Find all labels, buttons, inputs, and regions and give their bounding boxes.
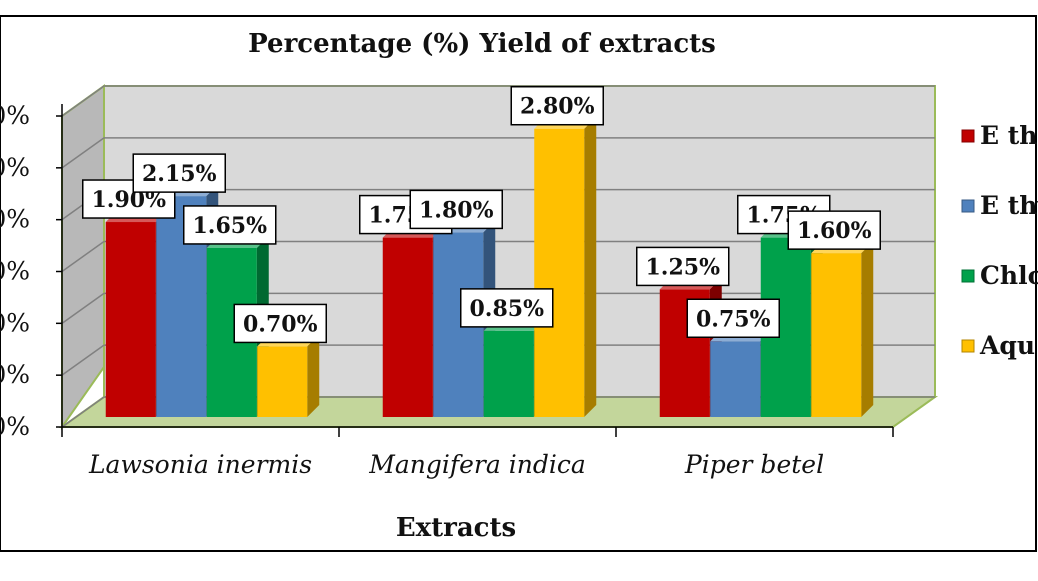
legend-swatch — [961, 129, 975, 143]
legend-swatch — [961, 339, 975, 353]
chart-frame — [0, 15, 1037, 552]
x-category-label: Lawsonia inermis — [88, 450, 312, 479]
gridline-side — [61, 240, 105, 273]
y-tick-label: 0% — [0, 153, 30, 182]
data-label-text: 1.80% — [419, 197, 494, 223]
y-tick-label: 0% — [0, 257, 30, 286]
data-label: 1.65% — [183, 205, 277, 245]
legend-entry: E tha — [980, 121, 1038, 150]
data-label-text: 1.60% — [797, 218, 872, 244]
gridline-side — [61, 292, 105, 324]
x-category-label: Mangifera indica — [368, 450, 585, 479]
gridline-side — [61, 137, 105, 169]
bar — [710, 341, 761, 417]
data-label-text: 2.15% — [142, 161, 217, 187]
data-label-box — [132, 153, 226, 193]
data-label-box — [510, 85, 604, 126]
legend-entry: E thy — [980, 191, 1038, 220]
data-label-box — [686, 298, 780, 338]
gridline-side — [61, 85, 105, 117]
y-tick-label: 0% — [0, 360, 30, 389]
data-label-text: 0.70% — [243, 311, 318, 337]
bar-side — [307, 334, 320, 417]
bar-side — [584, 116, 597, 417]
data-label: 1.60% — [787, 210, 881, 250]
data-label-text: 1.25% — [646, 254, 721, 280]
bar — [382, 237, 433, 417]
data-label-text: 2.80% — [520, 94, 595, 120]
data-label: 0.70% — [233, 303, 327, 344]
data-label: 2.15% — [132, 153, 226, 193]
x-category-label: Piper betel — [684, 450, 824, 479]
y-tick-label: 0% — [0, 412, 30, 441]
data-label-box — [233, 303, 327, 344]
y-tick-label: 0% — [0, 101, 30, 130]
data-label-box — [787, 210, 881, 250]
data-label-box — [409, 189, 503, 230]
data-label-text: 0.75% — [696, 306, 771, 332]
gridline-side — [61, 344, 105, 376]
bar — [811, 253, 862, 417]
data-label: 2.80% — [510, 85, 604, 126]
data-label-box — [636, 246, 730, 287]
bar — [534, 128, 585, 417]
legend-entry: Chlo — [980, 261, 1038, 290]
data-label-text: 0.85% — [470, 296, 545, 322]
bar — [257, 346, 308, 417]
bar — [105, 222, 156, 417]
y-tick-label: 0% — [0, 205, 30, 234]
legend-swatch — [961, 199, 975, 213]
legend-entry: Aqu — [979, 331, 1035, 360]
x-axis-label: Extracts — [396, 513, 516, 543]
data-label-box — [183, 205, 277, 245]
data-label: 1.25% — [636, 246, 730, 287]
data-label: 0.85% — [460, 288, 554, 328]
data-label-box — [460, 288, 554, 328]
bar-side — [861, 241, 874, 417]
y-tick-label: 0% — [0, 308, 30, 337]
legend-swatch — [961, 269, 975, 283]
data-label: 0.75% — [686, 298, 780, 338]
data-label-text: 1.65% — [193, 213, 268, 239]
gridline-side — [61, 396, 105, 428]
bar — [483, 330, 534, 417]
data-label: 1.80% — [409, 189, 503, 230]
chart-title: Percentage (%) Yield of extracts — [248, 29, 716, 59]
